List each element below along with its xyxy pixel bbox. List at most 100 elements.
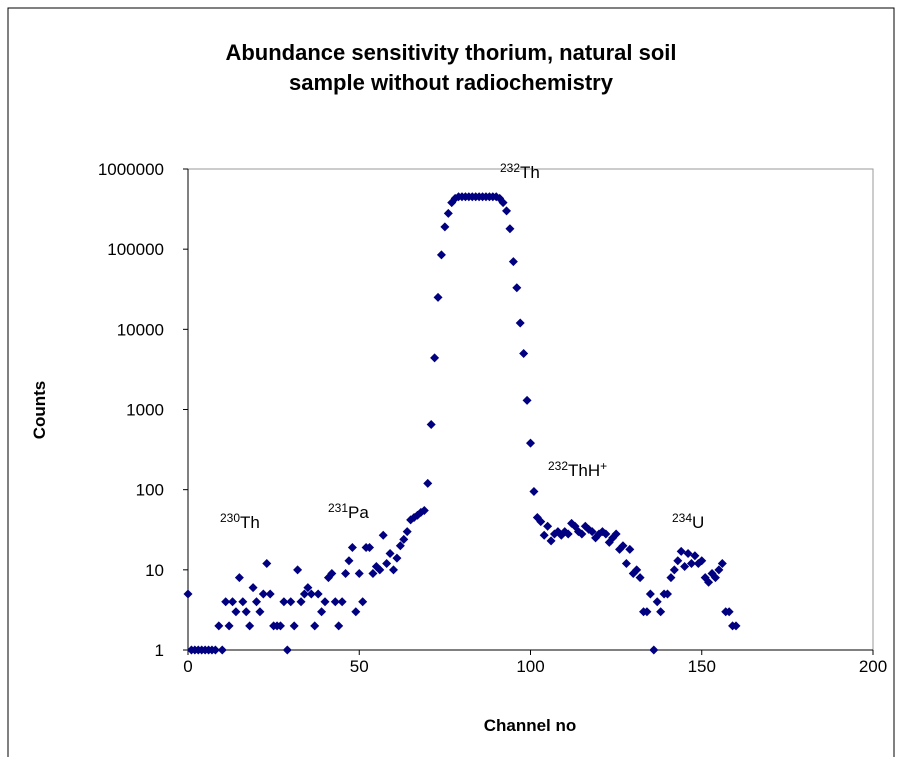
data-point xyxy=(645,589,655,599)
annotation-text: Th xyxy=(240,513,260,532)
data-point xyxy=(289,621,299,631)
data-point xyxy=(217,645,227,655)
data-point xyxy=(327,569,337,579)
data-point xyxy=(649,645,659,655)
data-point xyxy=(618,541,628,551)
data-point xyxy=(320,597,330,607)
y-tick-label: 100 xyxy=(136,481,164,500)
x-tick-label: 150 xyxy=(688,657,716,676)
x-tick-label: 100 xyxy=(516,657,544,676)
data-point xyxy=(652,597,662,607)
y-tick-label: 1000 xyxy=(126,401,164,420)
annotation: 232Th xyxy=(500,161,540,182)
data-point xyxy=(344,556,354,566)
annotation-text: U xyxy=(692,513,704,532)
annotation: 234U xyxy=(672,511,704,532)
annotation: 231Pa xyxy=(328,501,369,522)
data-point xyxy=(522,395,532,405)
data-point xyxy=(354,569,364,579)
data-point xyxy=(262,558,272,568)
data-point xyxy=(368,569,378,579)
chart-title: Abundance sensitivity thorium, natural s… xyxy=(225,40,676,65)
data-point xyxy=(724,607,734,617)
chart-frame xyxy=(7,7,895,762)
data-point xyxy=(423,478,433,488)
data-point xyxy=(512,283,522,293)
data-point xyxy=(334,621,344,631)
data-point xyxy=(317,607,327,617)
data-point xyxy=(529,486,539,496)
data-point xyxy=(710,573,720,583)
data-point xyxy=(399,534,409,544)
annotation-text: Pa xyxy=(348,503,369,522)
annotation-superscript: 232 xyxy=(548,459,568,473)
data-point xyxy=(282,645,292,655)
data-point xyxy=(228,597,238,607)
data-point xyxy=(306,589,316,599)
annotation-superscript: 234 xyxy=(672,511,692,525)
x-axis-label: Channel no xyxy=(484,716,577,735)
data-point xyxy=(255,607,265,617)
data-point xyxy=(642,607,652,617)
data-point xyxy=(330,597,340,607)
data-point xyxy=(498,198,508,208)
x-tick-label: 200 xyxy=(859,657,887,676)
data-point xyxy=(505,224,515,234)
y-tick-label: 1000000 xyxy=(98,160,164,179)
data-point xyxy=(389,565,398,575)
data-point xyxy=(275,621,285,631)
data-point xyxy=(731,621,741,631)
data-point xyxy=(303,583,313,593)
data-point xyxy=(337,597,347,607)
data-point xyxy=(252,597,261,607)
data-point xyxy=(183,589,193,599)
data-point xyxy=(375,565,385,575)
data-point xyxy=(546,536,556,546)
data-point xyxy=(347,542,357,552)
data-point xyxy=(365,542,375,552)
data-point xyxy=(526,438,535,448)
data-point xyxy=(690,551,700,561)
data-point xyxy=(299,589,309,599)
data-point xyxy=(683,548,693,558)
data-point xyxy=(697,556,707,566)
data-point xyxy=(686,558,696,568)
annotation-superscript: 231 xyxy=(328,501,348,515)
annotation: 230Th xyxy=(220,511,260,532)
data-point xyxy=(392,553,402,563)
data-point xyxy=(436,250,446,260)
data-point xyxy=(502,206,512,216)
data-point xyxy=(214,621,224,631)
data-point xyxy=(395,541,405,551)
data-point xyxy=(385,548,395,558)
data-point xyxy=(419,505,429,515)
data-point xyxy=(666,573,676,583)
data-point xyxy=(611,529,621,539)
data-point xyxy=(221,597,231,607)
data-point xyxy=(258,589,268,599)
data-point xyxy=(625,544,635,554)
annotation: 232ThH+ xyxy=(548,459,607,480)
data-point xyxy=(402,527,412,537)
data-point xyxy=(358,597,368,607)
data-point xyxy=(430,353,440,363)
y-tick-label: 10 xyxy=(145,561,164,580)
annotation-text: Th xyxy=(520,163,540,182)
data-point xyxy=(632,565,642,575)
data-point xyxy=(539,530,549,540)
y-axis-label: Counts xyxy=(30,381,49,440)
data-point xyxy=(241,607,251,617)
data-point xyxy=(426,419,436,429)
data-point xyxy=(519,348,529,358)
data-point xyxy=(669,565,679,575)
data-point xyxy=(680,562,690,572)
annotation-superscript: 230 xyxy=(220,511,240,525)
y-tick-label: 100000 xyxy=(107,240,164,259)
data-point xyxy=(635,573,645,583)
chart-title: sample without radiochemistry xyxy=(289,70,614,95)
data-point xyxy=(296,597,306,607)
data-point xyxy=(238,597,248,607)
data-point xyxy=(508,257,518,267)
data-point xyxy=(234,573,244,583)
data-point xyxy=(265,589,275,599)
